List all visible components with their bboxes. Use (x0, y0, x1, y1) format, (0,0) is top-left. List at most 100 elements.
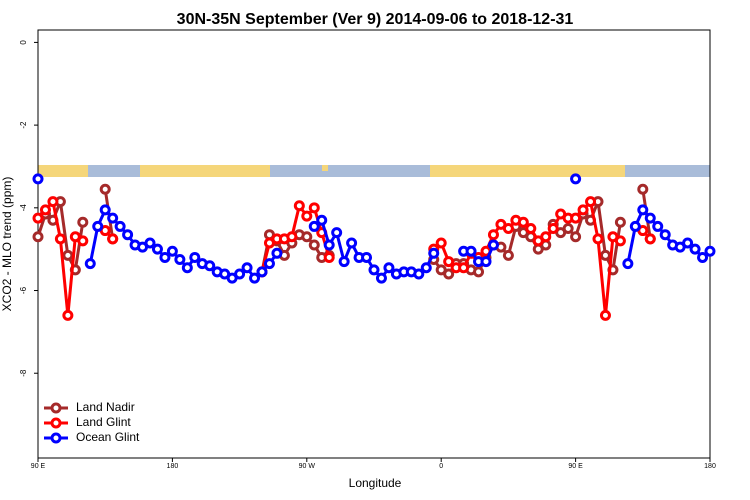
point (32, 212, 44, 224)
point (435, 237, 447, 249)
point (77, 235, 89, 247)
x-tick-label: 90 E (31, 463, 46, 470)
point (644, 212, 656, 224)
point (540, 231, 552, 243)
point (622, 258, 634, 270)
point (338, 256, 350, 268)
point (443, 256, 455, 268)
x-tick-label: 90 W (299, 463, 316, 470)
point (689, 243, 701, 255)
point (99, 204, 111, 216)
point (62, 249, 74, 261)
point (308, 202, 320, 214)
chart-title: 30N-35N September (Ver 9) 2014-09-06 to … (177, 11, 574, 28)
point (286, 231, 298, 243)
point (525, 222, 537, 234)
x-tick-label: 180 (167, 463, 179, 470)
point (122, 229, 134, 241)
point (502, 222, 514, 234)
land-strip (430, 165, 575, 177)
point (346, 237, 358, 249)
legend-marker (50, 432, 62, 444)
point (383, 262, 395, 274)
land-strip (38, 165, 88, 177)
point (301, 210, 313, 222)
point (54, 233, 66, 245)
map-strip (38, 165, 710, 177)
point (637, 183, 649, 195)
point (361, 251, 373, 263)
x-axis-label: Longitude (349, 476, 402, 490)
point (577, 204, 589, 216)
point (570, 231, 582, 243)
point (375, 272, 387, 284)
x-tick-label: 0 (439, 463, 443, 470)
land-strip (575, 165, 625, 177)
point (599, 249, 611, 261)
point (697, 251, 709, 263)
point (644, 233, 656, 245)
point (84, 258, 96, 270)
point (107, 212, 119, 224)
point (234, 268, 246, 280)
point (271, 247, 283, 259)
point (256, 266, 268, 278)
point (99, 183, 111, 195)
point (92, 220, 104, 232)
point (562, 222, 574, 234)
legend-label: Land Glint (76, 415, 131, 429)
point (107, 233, 119, 245)
point (629, 220, 641, 232)
y-tick-label: 0 (19, 40, 28, 45)
legend-label: Land Nadir (76, 400, 135, 414)
point (443, 268, 455, 280)
point (204, 260, 216, 272)
point (32, 231, 44, 243)
y-tick-label: -6 (19, 286, 28, 294)
x-tick-label: 90 E (568, 463, 583, 470)
point (413, 268, 425, 280)
plot-frame (37, 29, 711, 459)
point (704, 245, 716, 257)
point (316, 214, 328, 226)
series (32, 196, 656, 321)
point (585, 196, 597, 208)
point (189, 251, 201, 263)
point (174, 254, 186, 266)
point (614, 235, 626, 247)
point (428, 247, 440, 259)
point (614, 216, 626, 228)
point (458, 262, 470, 274)
point (465, 245, 477, 257)
point (368, 264, 380, 276)
point (487, 229, 499, 241)
legend-marker (50, 402, 62, 414)
point (487, 239, 499, 251)
point (77, 216, 89, 228)
point (32, 173, 44, 185)
point (547, 222, 559, 234)
legend-marker (50, 417, 62, 429)
y-axis-label: XCO2 - MLO trend (ppm) (0, 177, 14, 312)
point (592, 233, 604, 245)
land-strip (322, 165, 328, 171)
legend-label: Ocean Glint (76, 430, 140, 444)
point (473, 266, 485, 278)
y-tick-label: -8 (19, 369, 28, 377)
point (249, 272, 261, 284)
y-tick-label: -4 (19, 204, 28, 212)
point (323, 239, 335, 251)
point (151, 243, 163, 255)
point (39, 204, 51, 216)
point (323, 251, 335, 263)
point (62, 309, 74, 321)
series (32, 173, 716, 284)
point (241, 262, 253, 274)
point (301, 231, 313, 243)
x-tick-label: 180 (704, 463, 716, 470)
point (570, 173, 582, 185)
point (47, 196, 59, 208)
point (570, 212, 582, 224)
